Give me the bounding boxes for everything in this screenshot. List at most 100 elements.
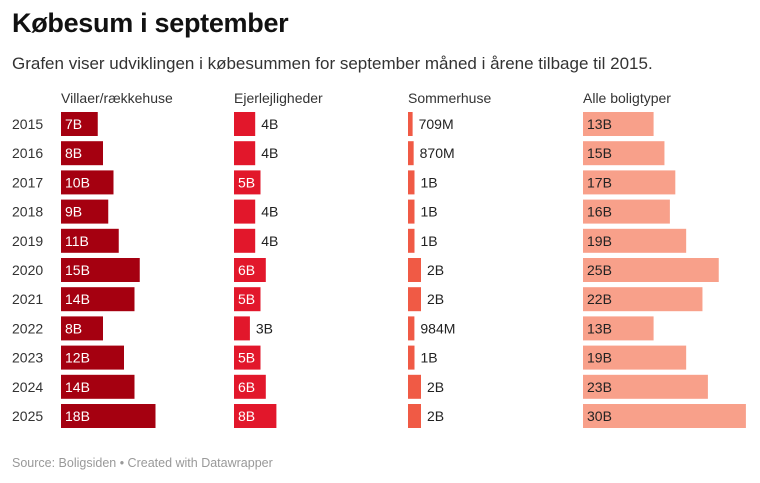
bar-value-label: 13B [587,116,612,132]
bar-value-label: 19B [587,350,612,366]
bar [234,228,256,253]
bar [408,112,413,136]
bar [234,258,266,282]
year-label: 2021 [12,291,43,307]
bar [408,316,415,341]
chart-subtitle: Grafen viser udviklingen i købesummen fo… [12,54,653,73]
bar-value-label: 15B [65,262,90,278]
bar-value-label: 4B [261,233,278,249]
bar [408,404,421,428]
year-label: 2016 [12,145,43,161]
bar-value-label: 18B [65,408,90,424]
bar [234,316,250,341]
bar-value-label: 4B [261,145,278,161]
bar-value-label: 4B [261,116,278,132]
bar [583,112,654,136]
bar-value-label: 2B [427,408,444,424]
bar [61,228,119,253]
bar [234,404,277,428]
bar [234,170,261,195]
bar-value-label: 16B [587,204,612,220]
bar-value-label: 9B [65,204,82,220]
bar-value-label: 6B [238,379,255,395]
bar [408,374,421,399]
bar-value-label: 6B [238,262,255,278]
bar-value-label: 5B [238,291,255,307]
bar [61,404,156,428]
bar-value-label: 11B [65,233,89,249]
bar-value-label: 8B [65,320,82,336]
bar [583,170,676,195]
bar-value-label: 15B [587,145,612,161]
bar-value-label: 30B [587,408,612,424]
year-label: 2017 [12,174,43,190]
bar-value-label: 1B [421,350,438,366]
bar [234,287,261,312]
bar [583,404,746,428]
bar [408,258,421,282]
bar [61,287,135,312]
bar-value-label: 12B [65,350,90,366]
year-label: 2015 [12,116,43,132]
bar [61,199,109,224]
bar-value-label: 7B [65,116,82,132]
bar-value-label: 25B [587,262,612,278]
bar-value-label: 8B [65,145,82,161]
bar [234,199,256,224]
bar-value-label: 709M [419,116,454,132]
column-header: Alle boligtyper [583,90,671,106]
bar [408,170,415,195]
column-header: Sommerhuse [408,90,491,106]
bar [408,345,415,370]
bar-value-label: 19B [587,233,612,249]
year-label: 2018 [12,204,43,220]
bar-value-label: 13B [587,320,612,336]
bar [408,141,414,166]
bar [234,374,266,399]
bar-value-label: 5B [238,350,255,366]
bar-value-label: 23B [587,379,612,395]
bar-value-label: 870M [420,145,455,161]
bar-value-label: 10B [65,174,90,190]
bar-value-label: 984M [420,320,455,336]
bar [583,345,687,370]
bar-value-label: 17B [587,174,612,190]
bar [61,112,98,136]
bar [234,345,261,370]
column-header: Ejerlejligheder [234,90,323,106]
year-label: 2022 [12,320,43,336]
bar [583,374,708,399]
year-label: 2024 [12,379,43,395]
year-label: 2025 [12,408,43,424]
bar [61,170,114,195]
bar-value-label: 1B [421,233,438,249]
bar-value-label: 14B [65,379,90,395]
bar [583,199,670,224]
bar [61,345,124,370]
bar-value-label: 8B [238,408,255,424]
bar [583,287,703,312]
bar-value-label: 3B [256,320,273,336]
bar [61,141,103,166]
bar [583,316,654,341]
bar-value-label: 14B [65,291,90,307]
bar [408,287,421,312]
bar-value-label: 1B [421,204,438,220]
bar-value-label: 22B [587,291,612,307]
bar-value-label: 1B [421,174,438,190]
bar [234,141,256,166]
bar [408,199,415,224]
bar [583,228,687,253]
year-label: 2019 [12,233,43,249]
bar [61,258,140,282]
year-label: 2023 [12,350,43,366]
bar-value-label: 2B [427,262,444,278]
bar-value-label: 5B [238,174,255,190]
chart-title: Købesum i september [12,8,289,38]
column-header: Villaer/rækkehuse [61,90,173,106]
bar-value-label: 2B [427,379,444,395]
source-note: Source: Boligsiden • Created with Datawr… [12,456,273,470]
year-label: 2020 [12,262,43,278]
bar [583,258,719,282]
